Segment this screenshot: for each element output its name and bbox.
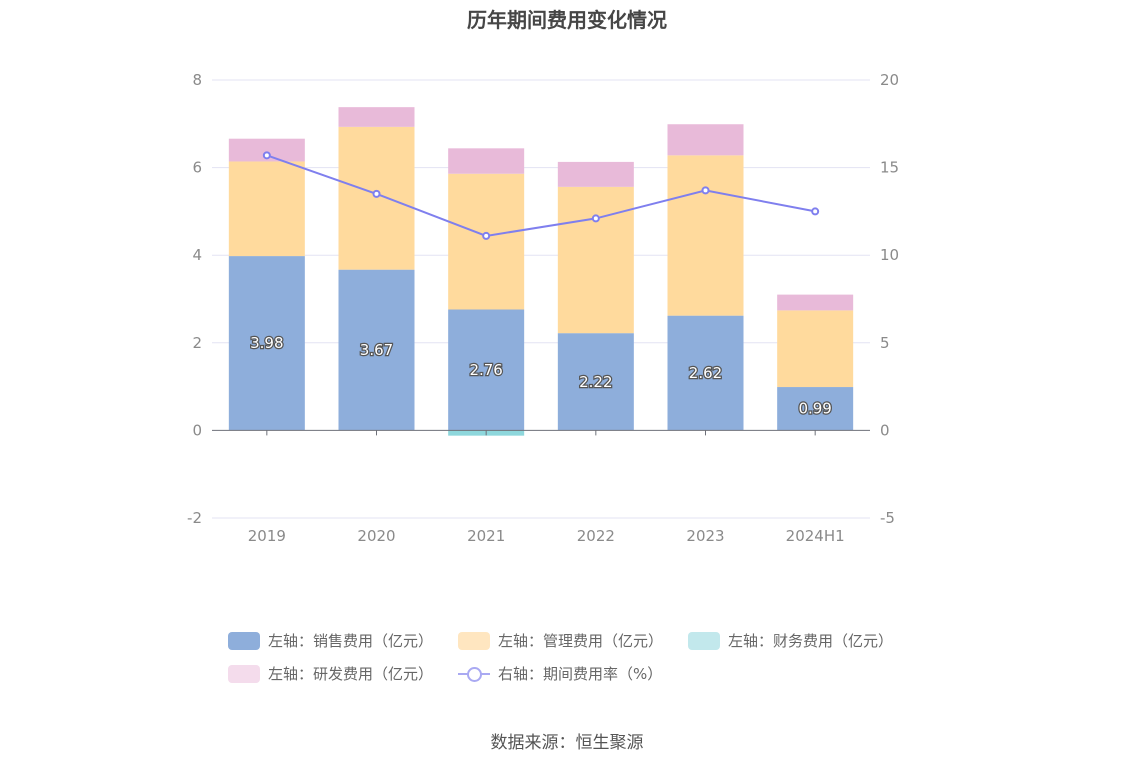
x-axis-tick-label: 2021	[467, 527, 505, 545]
legend-label-finance: 左轴：财务费用（亿元）	[728, 632, 894, 650]
bar-segment-1	[338, 126, 415, 270]
bar-segment-3	[228, 138, 305, 162]
bar-segment-3	[557, 161, 634, 187]
bar-segment-3	[338, 107, 415, 127]
left-axis-tick-label: 4	[192, 246, 202, 264]
legend-swatch-rnd	[228, 664, 260, 683]
bar-data-label: 3.98	[250, 334, 283, 352]
left-axis-tick-label: 0	[192, 421, 202, 439]
expense-ratio-point	[591, 214, 600, 223]
legend-item-rnd[interactable]: 左轴：研发费用（亿元）	[228, 663, 433, 684]
bar-segment-0	[228, 256, 305, 431]
data-source: 数据来源：恒生聚源	[490, 733, 644, 753]
x-axis-tick-label: 2019	[248, 527, 286, 545]
legend-line-marker-icon	[458, 665, 490, 683]
expense-ratio-point	[811, 207, 820, 216]
x-axis-tick-label: 2023	[686, 527, 724, 545]
x-axis-tick-label: 2022	[577, 527, 615, 545]
legend-label-expense-ratio: 右轴：期间费用率（%）	[498, 665, 663, 683]
expense-ratio-point	[701, 186, 710, 195]
left-axis-tick-label: 8	[192, 71, 202, 89]
left-axis-tick-label: 2	[192, 334, 202, 352]
bar-segment-1	[557, 186, 634, 334]
chart-plot: -2 0 2 4 6 8 -5 0 5 10 15 20 2019 2020 2021 2022 2023 202…	[187, 71, 899, 545]
x-axis-tick-label: 2020	[357, 527, 395, 545]
bar-segment-3	[448, 148, 525, 174]
expense-ratio-point	[372, 189, 381, 198]
right-axis-tick-label: 20	[880, 71, 899, 89]
chart-title: 历年期间费用变化情况	[467, 8, 667, 32]
bar-segment-1	[777, 310, 854, 388]
legend-swatch-sales	[228, 631, 260, 650]
legend-swatch-finance	[688, 631, 720, 650]
bar-segment-3	[667, 124, 744, 156]
x-axis-tick-label: 2024H1	[786, 527, 845, 545]
bar-data-label: 2.76	[469, 361, 502, 379]
legend-item-expense-ratio[interactable]: 右轴：期间费用率（%）	[458, 663, 662, 684]
bar-segment-1	[448, 173, 525, 310]
legend-swatch-admin	[458, 631, 490, 650]
legend-item-sales[interactable]: 左轴：销售费用（亿元）	[228, 630, 433, 651]
expense-ratio-point	[262, 151, 271, 160]
left-axis-tick-label: 6	[192, 159, 202, 177]
right-axis-tick-label: 15	[880, 159, 899, 177]
right-axis-tick-label: 5	[880, 334, 890, 352]
right-axis-tick-label: 10	[880, 246, 899, 264]
expense-ratio-point	[482, 231, 491, 240]
bar-segment-0	[448, 309, 525, 431]
right-axis-tick-label: 0	[880, 421, 890, 439]
legend-item-finance[interactable]: 左轴：财务费用（亿元）	[688, 630, 893, 651]
bar-segment-1	[228, 161, 305, 257]
legend-label-rnd: 左轴：研发费用（亿元）	[268, 665, 434, 683]
left-axis-tick-label: -2	[187, 509, 202, 527]
bar-data-label: 2.22	[579, 373, 612, 391]
right-axis-tick-label: -5	[880, 509, 895, 527]
bar-segment-0	[338, 269, 415, 431]
bar-segment-0	[557, 333, 634, 431]
bar-data-label: 0.99	[798, 400, 831, 418]
legend-label-admin: 左轴：管理费用（亿元）	[498, 632, 664, 650]
bar-data-label: 3.67	[360, 341, 393, 359]
expense-ratio-line	[266, 154, 816, 237]
legend-label-sales: 左轴：销售费用（亿元）	[268, 632, 434, 650]
bar-data-label: 2.62	[689, 364, 722, 382]
bar-segment-0	[777, 387, 854, 431]
bar-segment-1	[667, 155, 744, 316]
bar-segment-0	[667, 315, 744, 431]
bar-segment-3	[777, 294, 854, 311]
legend-item-admin[interactable]: 左轴：管理费用（亿元）	[458, 630, 663, 651]
